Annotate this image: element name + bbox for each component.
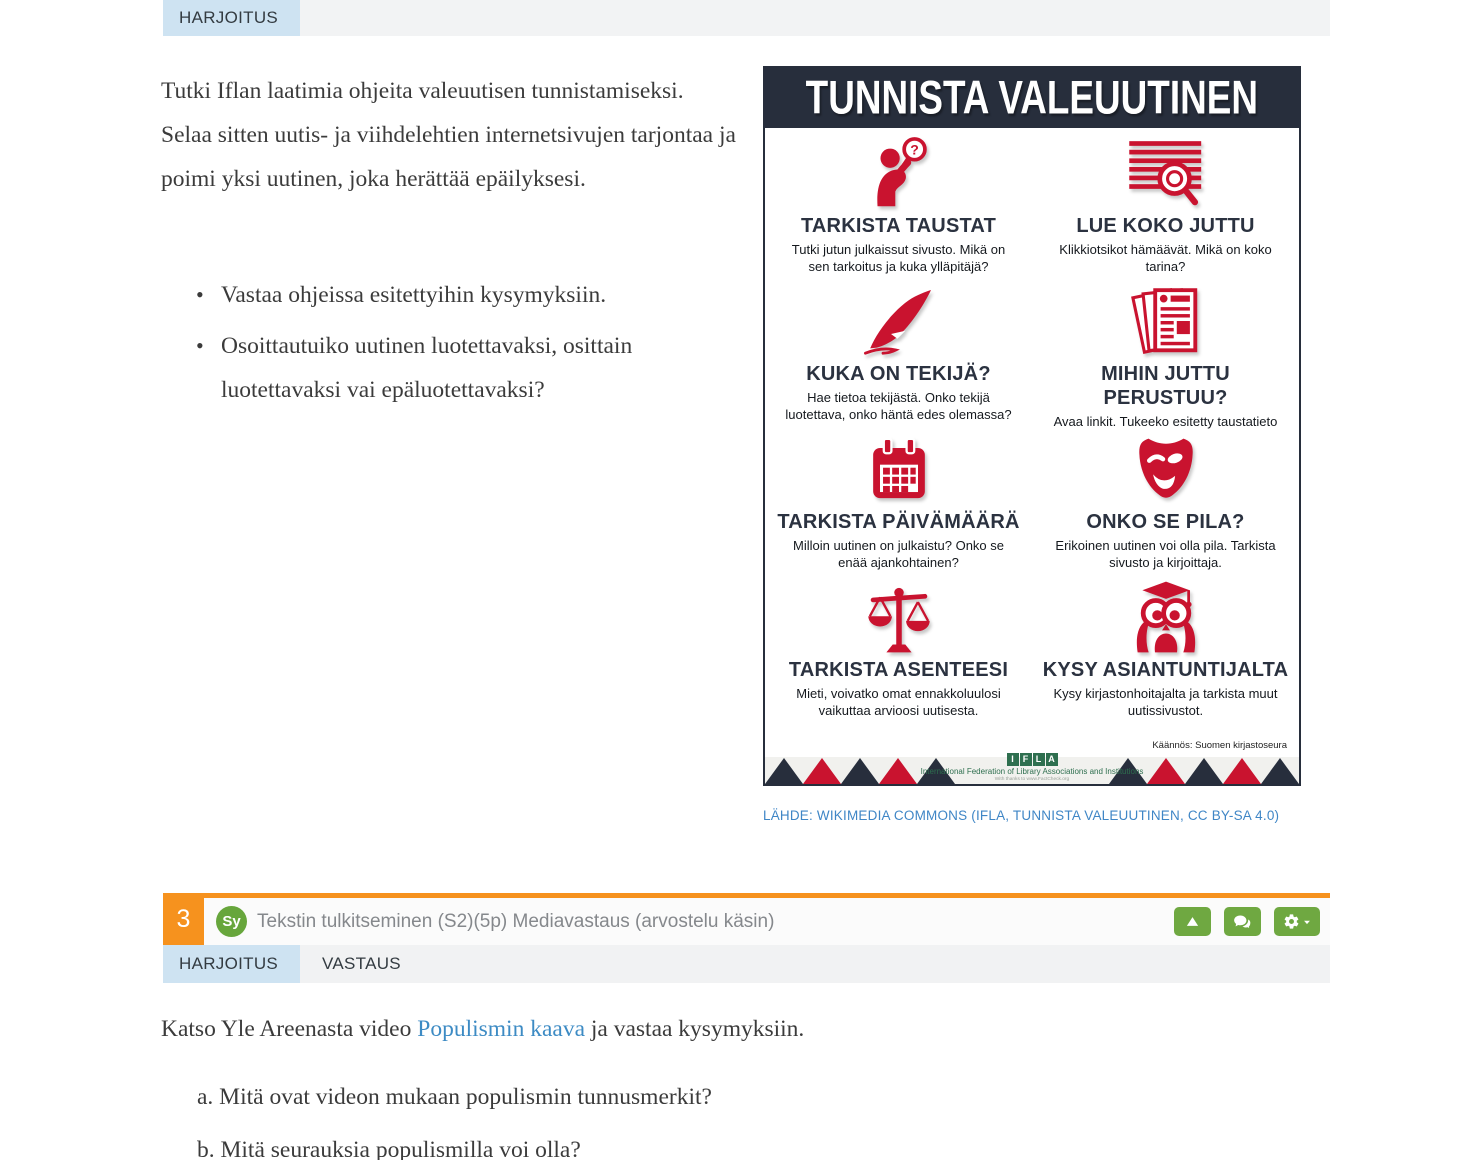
- poster-header: TUNNISTA VALEUUTINEN: [765, 68, 1299, 128]
- ifla-thanks-line: With thanks to www.FactCheck.org: [994, 776, 1070, 782]
- exercise3-intro: Katso Yle Areenasta video Populismin kaa…: [161, 1016, 804, 1043]
- poster-item: KUKA ON TEKIJÄ? Hae tietoa tekijästä. On…: [765, 282, 1032, 430]
- bullet-text: Osoittautuiko uutinen luotettavaksi, osi…: [221, 333, 633, 403]
- bullet-icon: •: [196, 282, 204, 307]
- collapse-button[interactable]: [1174, 907, 1211, 936]
- bullet-text: Vastaa ohjeissa esitettyihin kysymyksiin…: [221, 282, 607, 308]
- poster-item-text: Erikoinen uutinen voi olla pila. Tarkist…: [1055, 538, 1276, 570]
- poster-item: LUE KOKO JUTTU Klikkiotsikot hämäävät. M…: [1032, 134, 1299, 282]
- tab-harjoitus-top[interactable]: HARJOITUS: [163, 0, 300, 36]
- poster-item-title: TARKISTA ASENTEESI: [788, 659, 1009, 681]
- poster-item-text: Avaa linkit. Tukeeko esitetty taustatiet…: [1053, 414, 1278, 429]
- scales-icon: [775, 578, 1022, 658]
- poster-item: ONKO SE PILA? Erikoinen uutinen voi olla…: [1032, 430, 1299, 578]
- triangle-pattern-right: [1109, 758, 1299, 784]
- ifla-letter-boxes: I F L A: [1006, 752, 1058, 766]
- documents-icon: [1042, 282, 1289, 362]
- chevron-down-icon: [1303, 920, 1310, 924]
- speech-bubbles-icon: [1234, 914, 1252, 930]
- tab-vastaus[interactable]: VASTAUS: [300, 945, 423, 983]
- bullet-icon: •: [196, 333, 204, 358]
- intro-text: ja vastaa kysymyksiin.: [585, 1016, 805, 1042]
- poster-item: TARKISTA PÄIVÄMÄÄRÄ Milloin uutinen on j…: [765, 430, 1032, 578]
- list-item: • Osoittautuiko uutinen luotettavaksi, o…: [196, 324, 746, 412]
- question-a: a. Mitä ovat videon mukaan populismin tu…: [197, 1084, 712, 1110]
- poster-item-title: MIHIN JUTTU PERUSTUU?: [1101, 363, 1230, 409]
- poster-item-text: Hae tietoa tekijästä. Onko tekijä luotet…: [785, 390, 1012, 422]
- image-source-link[interactable]: LÄHDE: WIKIMEDIA COMMONS (IFLA, TUNNISTA…: [763, 808, 1280, 823]
- gear-icon: [1284, 914, 1298, 929]
- person-question-icon: ?: [775, 134, 1022, 214]
- poster-item-text: Klikkiotsikot hämäävät. Mikä on koko tar…: [1059, 242, 1272, 274]
- calendar-icon: [775, 430, 1022, 510]
- poster-item: KYSY ASIANTUNTIJALTA Kysy kirjastonhoita…: [1032, 578, 1299, 726]
- tab-label: VASTAUS: [322, 954, 401, 973]
- section-3-tab-bar: HARJOITUS VASTAUS: [163, 945, 1330, 983]
- intro-text: Katso Yle Areenasta video: [161, 1016, 418, 1042]
- triangle-pattern-left: [765, 758, 955, 784]
- poster-item-text: Milloin uutinen on julkaistu? Onko se en…: [792, 538, 1004, 570]
- poster-item-title: KYSY ASIANTUNTIJALTA: [1042, 659, 1289, 681]
- exercise2-tab-bar: HARJOITUS: [163, 0, 1330, 36]
- theater-mask-icon: [1042, 430, 1289, 510]
- tab-harjoitus[interactable]: HARJOITUS: [163, 945, 300, 983]
- ifla-letter: F: [1019, 752, 1032, 766]
- poster-item-title: LUE KOKO JUTTU: [1076, 215, 1255, 237]
- question-b: b. Mitä seurauksia populismilla voi olla…: [197, 1137, 581, 1160]
- section-title: Tekstin tulkitseminen (S2)(5p) Mediavast…: [257, 910, 775, 932]
- subject-badge: Sy: [216, 906, 247, 937]
- ifla-letter: L: [1032, 752, 1045, 766]
- tab-label: HARJOITUS: [179, 8, 279, 27]
- svg-text:?: ?: [910, 142, 919, 158]
- poster-footer: I F L A International Federation of Libr…: [765, 752, 1299, 784]
- headlines-magnifier-icon: [1042, 134, 1289, 214]
- triangle-up-icon: [1186, 917, 1199, 926]
- section-toolbar: [1174, 907, 1320, 936]
- poster-item-title: TARKISTA PÄIVÄMÄÄRÄ: [777, 511, 1020, 533]
- poster-title: TUNNISTA VALEUUTINEN: [805, 70, 1259, 125]
- poster-item: ? TARKISTA TAUSTAT Tutki jutun julkaissu…: [765, 134, 1032, 282]
- poster-item-text: Tutki jutun julkaissut sivusto. Mikä on …: [791, 242, 1006, 274]
- populismin-kaava-link[interactable]: Populismin kaava: [417, 1016, 585, 1042]
- poster-item: MIHIN JUTTU PERUSTUU? Avaa linkit. Tukee…: [1032, 282, 1299, 430]
- poster-item-text: Mieti, voivatko omat ennakkoluulosi vaik…: [796, 686, 1001, 718]
- section-3-header: 3 Sy Tekstin tulkitseminen (S2)(5p) Medi…: [163, 893, 1330, 945]
- section-number-badge: 3: [163, 893, 204, 945]
- ifla-full-name: International Federation of Library Asso…: [920, 767, 1144, 776]
- ifla-letter: I: [1006, 752, 1019, 766]
- poster-item: TARKISTA ASENTEESI Mieti, voivatko omat …: [765, 578, 1032, 726]
- ifla-letter: A: [1045, 752, 1058, 766]
- exercise-paragraph: Tutki Iflan laatimia ohjeita valeuutisen…: [161, 78, 736, 192]
- settings-button[interactable]: [1274, 907, 1320, 936]
- list-item: • Vastaa ohjeissa esitettyihin kysymyksi…: [196, 273, 746, 317]
- owl-expert-icon: [1042, 578, 1289, 658]
- ifla-logo: I F L A International Federation of Libr…: [852, 749, 1212, 782]
- quill-icon: [775, 282, 1022, 362]
- poster-grid: ? TARKISTA TAUSTAT Tutki jutun julkaissu…: [765, 128, 1299, 726]
- fake-news-infographic: TUNNISTA VALEUUTINEN ? TARKISTA TAUSTAT …: [763, 66, 1301, 786]
- comments-button[interactable]: [1224, 907, 1261, 936]
- tab-label: HARJOITUS: [179, 954, 279, 973]
- poster-item-title: ONKO SE PILA?: [1086, 511, 1245, 533]
- poster-item-text: Kysy kirjastonhoitajalta ja tarkista muu…: [1053, 686, 1278, 718]
- poster-item-title: KUKA ON TEKIJÄ?: [806, 363, 991, 385]
- translation-credit: Käännös: Suomen kirjastoseura: [1152, 740, 1287, 751]
- poster-item-title: TARKISTA TAUSTAT: [800, 215, 997, 237]
- exercise-bullet-list: • Vastaa ohjeissa esitettyihin kysymyksi…: [196, 273, 746, 419]
